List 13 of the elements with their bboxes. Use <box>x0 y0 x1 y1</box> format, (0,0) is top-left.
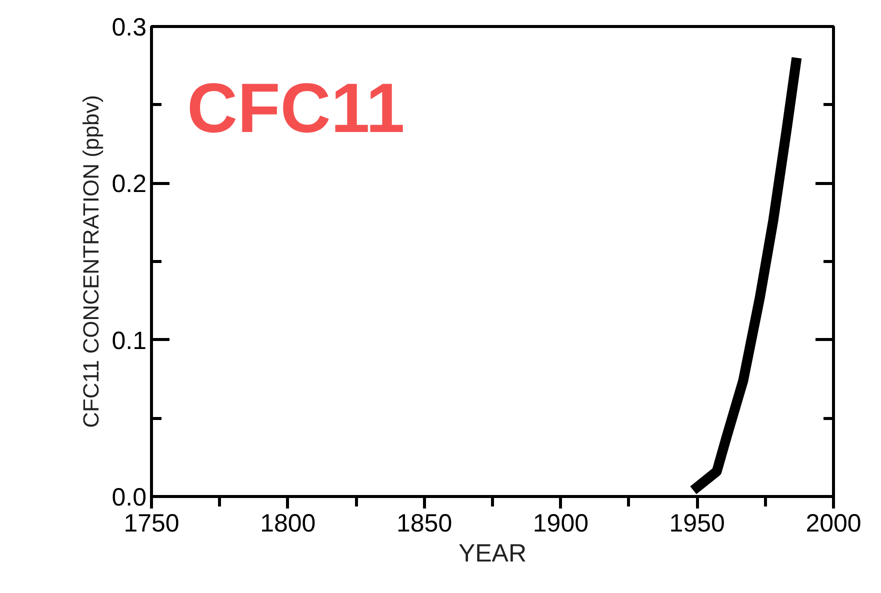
x-tick-label: 1850 <box>396 510 452 538</box>
text: CFC11 <box>186 68 405 147</box>
y-tick-label: 0.3 <box>112 14 147 42</box>
x-tick-label: 1800 <box>260 510 316 538</box>
y-tick-label: 0.2 <box>112 170 147 198</box>
y-tick-label: 0.0 <box>112 484 147 512</box>
x-tick-label: 1950 <box>669 510 725 538</box>
x-axis-title: YEAR <box>458 540 527 568</box>
x-tick-label: 2000 <box>806 510 862 538</box>
y-tick-label: 0.1 <box>112 326 147 355</box>
y-axis-title: CFC11 CONCENTRATION (ppbv) <box>78 95 104 428</box>
x-tick-label: 1900 <box>532 510 589 538</box>
x-tick-label: 1750 <box>124 510 180 538</box>
